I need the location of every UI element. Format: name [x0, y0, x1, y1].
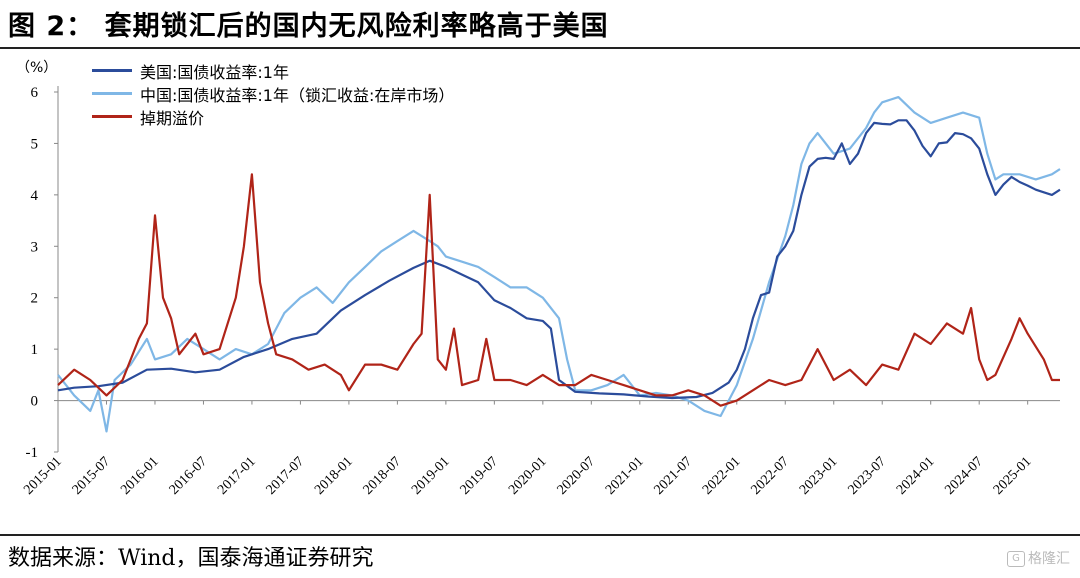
x-tick-label: 2018-01	[312, 454, 356, 498]
x-tick-label: 2021-01	[603, 454, 647, 498]
y-tick-label: 3	[31, 239, 39, 255]
x-tick-label: 2022-07	[748, 454, 792, 498]
y-tick-label: 6	[31, 85, 39, 101]
legend-label: 中国:国债收益率:1年（锁汇收益:在岸市场）	[140, 85, 455, 105]
title-divider	[0, 47, 1080, 49]
watermark: G 格隆汇	[1007, 548, 1070, 568]
y-axis-unit-label: （%）	[16, 60, 57, 76]
source-divider	[0, 534, 1080, 536]
x-tick-label: 2020-07	[555, 454, 599, 498]
legend-swatch	[92, 115, 132, 118]
chart-legend: 美国:国债收益率:1年中国:国债收益率:1年（锁汇收益:在岸市场） 掉期溢价	[92, 59, 454, 128]
y-tick-label: -1	[26, 445, 39, 461]
x-tick-label: 2024-01	[894, 454, 938, 498]
legend-swatch	[92, 92, 132, 95]
legend-item: 掉期溢价	[92, 105, 454, 128]
data-source-note: 数据来源：Wind，国泰海通证券研究	[8, 546, 374, 571]
legend-item: 美国:国债收益率:1年	[92, 59, 454, 82]
y-tick-label: 4	[31, 188, 39, 204]
x-tick-label: 2015-07	[70, 454, 114, 498]
legend-label: 掉期溢价	[140, 108, 205, 128]
x-tick-label: 2025-01	[991, 454, 1035, 498]
x-tick-label: 2021-07	[652, 454, 696, 498]
us-1y-yield-line	[57, 119, 1061, 400]
swap-premium-line	[57, 173, 1060, 407]
cn-1y-hedged-yield-line	[57, 96, 1061, 433]
figure-title: 图 2： 套期锁汇后的国内无风险利率略高于美国	[8, 11, 609, 42]
legend-item: 中国:国债收益率:1年（锁汇收益:在岸市场）	[92, 82, 454, 105]
x-tick-label: 2019-01	[409, 454, 453, 498]
x-tick-label: 2016-01	[118, 454, 162, 498]
y-tick-label: 5	[31, 136, 39, 152]
x-tick-label: 2017-01	[215, 454, 259, 498]
x-tick-label: 2020-01	[506, 454, 550, 498]
x-tick-label: 2022-01	[700, 454, 744, 498]
x-tick-label: 2023-07	[845, 454, 889, 498]
figure-title-bar: 图 2： 套期锁汇后的国内无风险利率略高于美国	[0, 0, 1080, 48]
y-tick-label: 2	[31, 291, 39, 307]
x-tick-label: 2024-07	[942, 454, 986, 498]
legend-swatch	[92, 69, 132, 72]
y-tick-label: 0	[31, 394, 39, 410]
x-tick-label: 2023-01	[797, 454, 841, 498]
x-tick-label: 2017-07	[264, 454, 308, 498]
x-tick-label: 2019-07	[458, 454, 502, 498]
legend-label: 美国:国债收益率:1年	[140, 62, 289, 82]
watermark-text: 格隆汇	[1028, 551, 1070, 567]
x-tick-label: 2016-07	[167, 454, 211, 498]
x-tick-label: 2018-07	[361, 454, 405, 498]
y-tick-label: 1	[31, 342, 39, 358]
watermark-logo-icon: G	[1007, 551, 1025, 567]
